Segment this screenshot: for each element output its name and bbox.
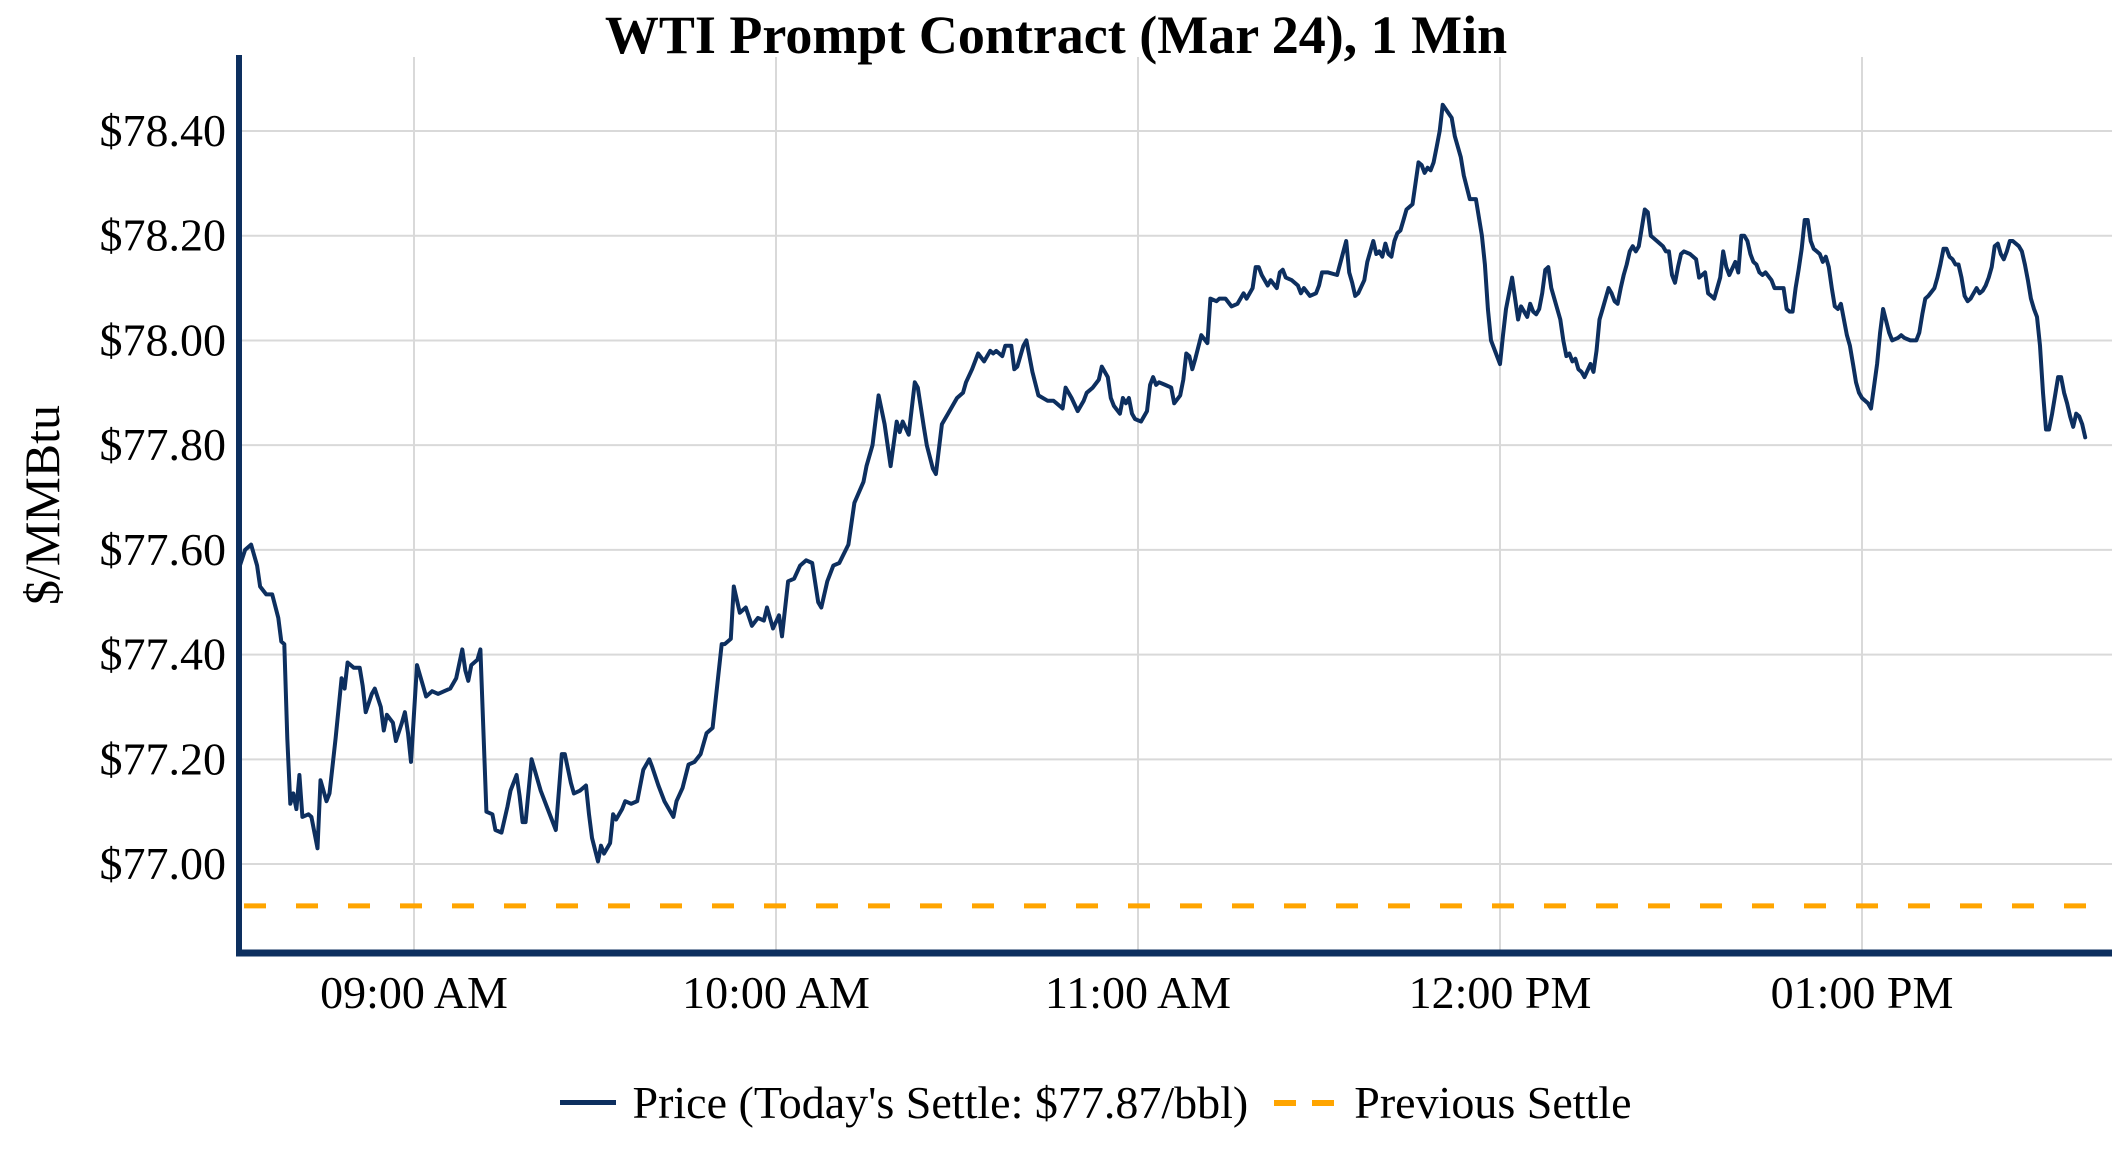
- y-tick-label: $78.00: [100, 314, 227, 365]
- x-tick-label: 12:00 PM: [1409, 967, 1592, 1018]
- gridlines: [239, 57, 2112, 952]
- y-tick-label: $78.20: [100, 210, 227, 261]
- y-tick-label: $77.40: [100, 629, 227, 680]
- legend: Price (Today's Settle: $77.87/bbl) Previ…: [40, 1076, 2112, 1129]
- previous-settle-dash-swatch-icon: [1274, 1099, 1339, 1106]
- y-tick-label: $78.40: [100, 105, 227, 156]
- chart-title: WTI Prompt Contract (Mar 24), 1 Min: [604, 5, 1508, 65]
- y-tick-label: $77.20: [100, 733, 227, 784]
- series-lines: [237, 102, 2112, 909]
- axis-spines: [236, 55, 2112, 957]
- legend-item-previous-settle: Previous Settle: [1274, 1076, 1632, 1129]
- x-tick-label: 11:00 AM: [1045, 967, 1231, 1018]
- y-tick-label: $77.00: [100, 838, 227, 889]
- y-tick-label: $77.80: [100, 419, 227, 470]
- legend-label-previous-settle: Previous Settle: [1354, 1077, 1632, 1128]
- y-axis-label: $/MMBtu: [14, 404, 70, 606]
- price-line: [237, 102, 2088, 864]
- x-tick-label: 01:00 PM: [1771, 967, 1954, 1018]
- axis-tick-labels: $77.00 $77.20 $77.40 $77.60 $77.80 $78.00 $78.…: [100, 105, 1954, 1018]
- x-tick-label: 09:00 AM: [320, 967, 508, 1018]
- x-tick-label: 10:00 AM: [682, 967, 870, 1018]
- y-tick-label: $77.60: [100, 524, 227, 575]
- price-line-swatch-icon: [560, 1100, 617, 1105]
- legend-label-price: Price (Today's Settle: $77.87/bbl): [632, 1077, 1249, 1128]
- legend-item-price: Price (Today's Settle: $77.87/bbl): [560, 1076, 1248, 1129]
